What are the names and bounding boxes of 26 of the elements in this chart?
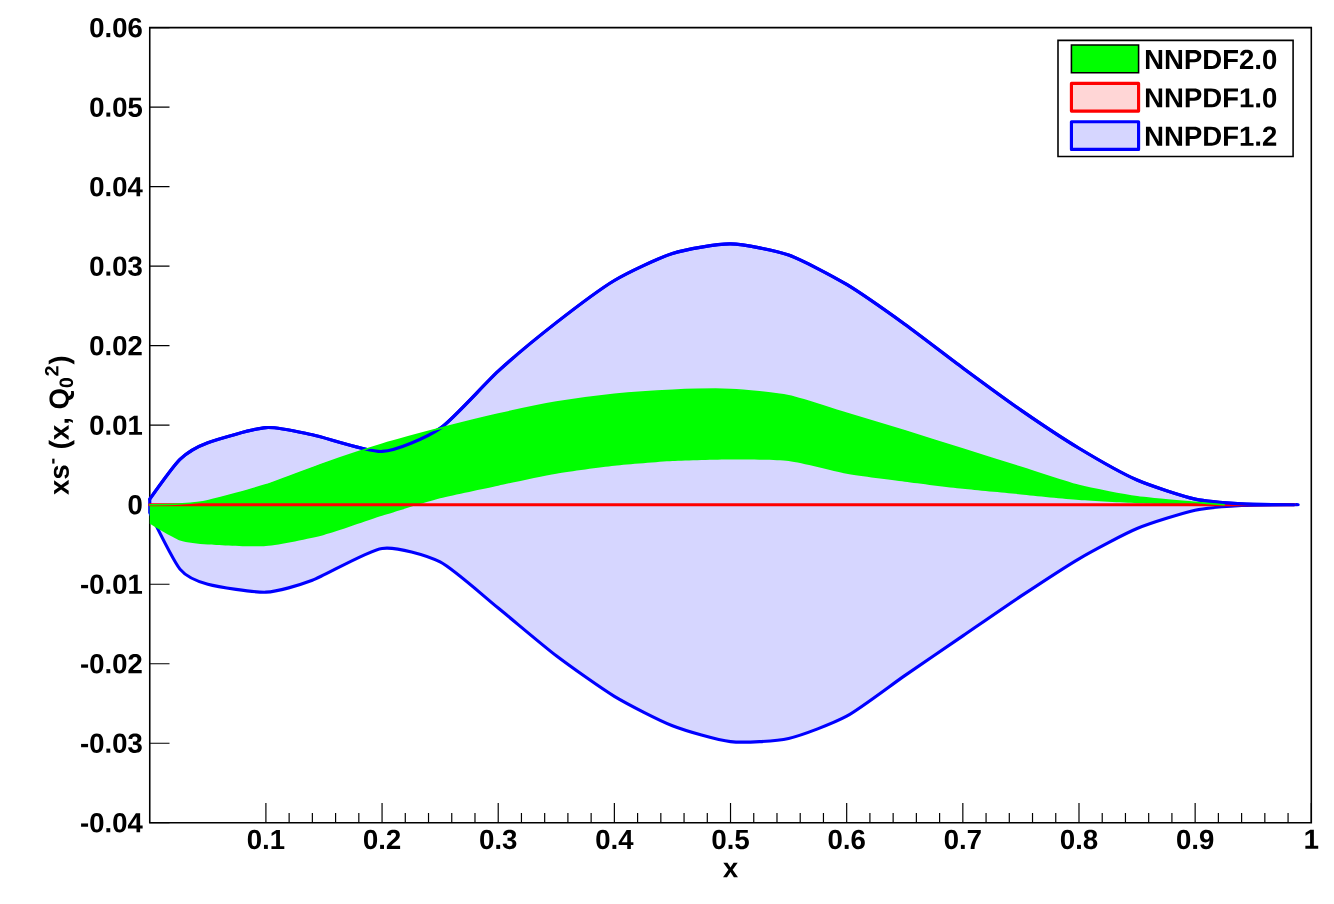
y-tick-label: -0.01	[81, 574, 143, 595]
x-tick-label: 0.1	[247, 829, 285, 850]
legend-label: NNPDF1.2	[1145, 126, 1277, 146]
x-tick-label: 0.9	[1177, 829, 1214, 850]
y-tick-label: 0.04	[90, 177, 143, 197]
y-tick-label: -0.04	[81, 813, 143, 833]
x-tick-label: 0.7	[944, 829, 981, 850]
legend-label: NNPDF1.0	[1145, 88, 1277, 108]
y-tick-label: 0.02	[90, 336, 142, 356]
x-tick-label: 0.3	[480, 829, 517, 850]
x-tick-label: 0.6	[828, 829, 865, 850]
y-tick-label: -0.03	[81, 733, 142, 754]
x-tick-label: 0.4	[596, 829, 634, 850]
x-tick-label: 0.5	[712, 829, 749, 850]
x-tick-label: 0.2	[363, 829, 401, 850]
y-axis-title: xs$^{-}$ (x, Q$_{0}$$^{2}$)	[44, 356, 75, 495]
y-tick-label: 0.03	[90, 256, 142, 277]
legend-label: NNPDF2.0	[1145, 49, 1277, 70]
x-tick-label: 1	[1305, 829, 1319, 849]
x-tick-label: 0.8	[1060, 829, 1098, 850]
y-tick-label: 0.06	[90, 18, 142, 38]
y-tick-label: 0.01	[90, 415, 143, 436]
y-tick-label: 0.05	[90, 97, 143, 118]
x-axis-title: x	[723, 862, 738, 878]
y-tick-label: -0.02	[81, 654, 142, 674]
y-tick-label: 0	[128, 495, 142, 515]
